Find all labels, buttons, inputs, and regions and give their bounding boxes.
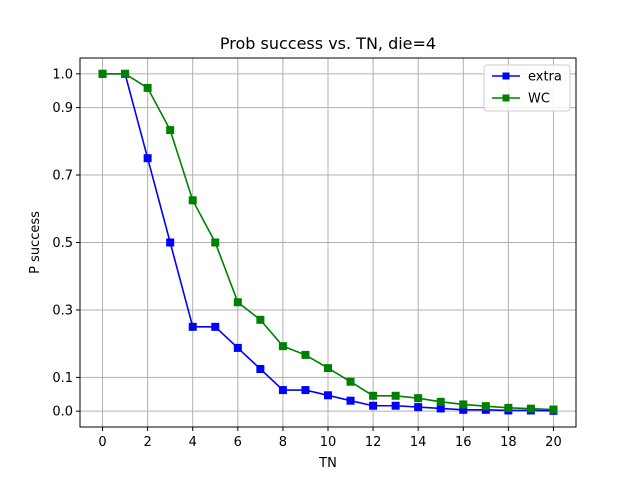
legend: extra WC xyxy=(483,64,571,112)
data-point-WC xyxy=(121,69,130,78)
x-tick-label: 2 xyxy=(143,435,151,450)
data-point-extra xyxy=(233,343,242,352)
x-tick-label: 18 xyxy=(500,435,517,450)
y-tick-label: 1.0 xyxy=(52,67,73,82)
data-point-extra xyxy=(301,386,310,395)
data-point-extra xyxy=(369,401,378,410)
data-point-extra xyxy=(324,391,332,400)
data-point-WC xyxy=(391,391,400,400)
y-tick-label: 0.1 xyxy=(52,371,73,386)
data-point-extra xyxy=(256,364,265,373)
y-tick-label: 0.9 xyxy=(52,101,73,116)
x-tick-label: 0 xyxy=(98,435,106,450)
legend-marker xyxy=(502,72,510,80)
x-tick-label: 20 xyxy=(545,435,562,450)
legend-label: WC xyxy=(528,92,550,107)
y-tick-label: 0.3 xyxy=(52,303,73,318)
x-tick-label: 12 xyxy=(365,435,382,450)
axis-ticks: 0 2 4 6 8 10 12 14 16 18 20 0.0 0.1 0.3 0.5 0.7 0.9 1.0 xyxy=(52,67,561,450)
data-point-WC xyxy=(481,402,490,411)
data-point-extra xyxy=(436,404,445,413)
data-point-WC xyxy=(233,298,242,307)
data-point-WC xyxy=(143,83,152,92)
data-point-WC xyxy=(324,364,332,373)
data-point-WC xyxy=(278,342,287,351)
data-point-WC xyxy=(549,405,558,414)
data-point-WC xyxy=(414,394,423,403)
data-point-WC xyxy=(504,403,513,412)
legend-marker xyxy=(502,94,510,102)
legend-label: extra xyxy=(528,70,562,85)
data-point-extra xyxy=(211,322,220,331)
data-point-WC xyxy=(98,69,107,78)
y-tick-label: 0.0 xyxy=(52,405,73,420)
data-point-extra xyxy=(188,322,197,331)
data-point-extra xyxy=(166,238,175,247)
data-point-WC xyxy=(526,404,535,413)
data-point-extra xyxy=(391,401,400,410)
data-point-extra xyxy=(278,386,287,395)
x-axis-label: TN xyxy=(318,456,337,471)
data-point-WC xyxy=(459,400,468,409)
data-point-extra xyxy=(346,396,355,405)
y-tick-label: 0.7 xyxy=(52,169,73,184)
series-group xyxy=(98,69,558,415)
grid-lines xyxy=(80,58,576,427)
y-axis-label: P success xyxy=(28,211,43,274)
data-point-WC xyxy=(188,196,197,205)
x-tick-label: 10 xyxy=(320,435,337,450)
data-point-WC xyxy=(346,377,355,386)
legend-item-extra: extra xyxy=(492,70,562,85)
data-point-WC xyxy=(369,391,378,400)
data-point-WC xyxy=(166,126,175,135)
y-tick-label: 0.5 xyxy=(52,236,73,251)
data-point-WC xyxy=(301,350,310,359)
data-point-extra xyxy=(143,154,152,163)
chart-title: Prob success vs. TN, die=4 xyxy=(220,34,436,53)
data-point-WC xyxy=(256,315,265,324)
legend-item-WC: WC xyxy=(492,92,550,107)
x-tick-label: 8 xyxy=(279,435,287,450)
x-tick-label: 4 xyxy=(189,435,197,450)
x-tick-label: 14 xyxy=(410,435,427,450)
x-tick-label: 16 xyxy=(455,435,472,450)
series-WC xyxy=(98,69,558,414)
x-tick-label: 6 xyxy=(234,435,242,450)
data-point-WC xyxy=(211,238,220,247)
data-point-extra xyxy=(414,403,423,412)
data-point-WC xyxy=(436,397,445,406)
